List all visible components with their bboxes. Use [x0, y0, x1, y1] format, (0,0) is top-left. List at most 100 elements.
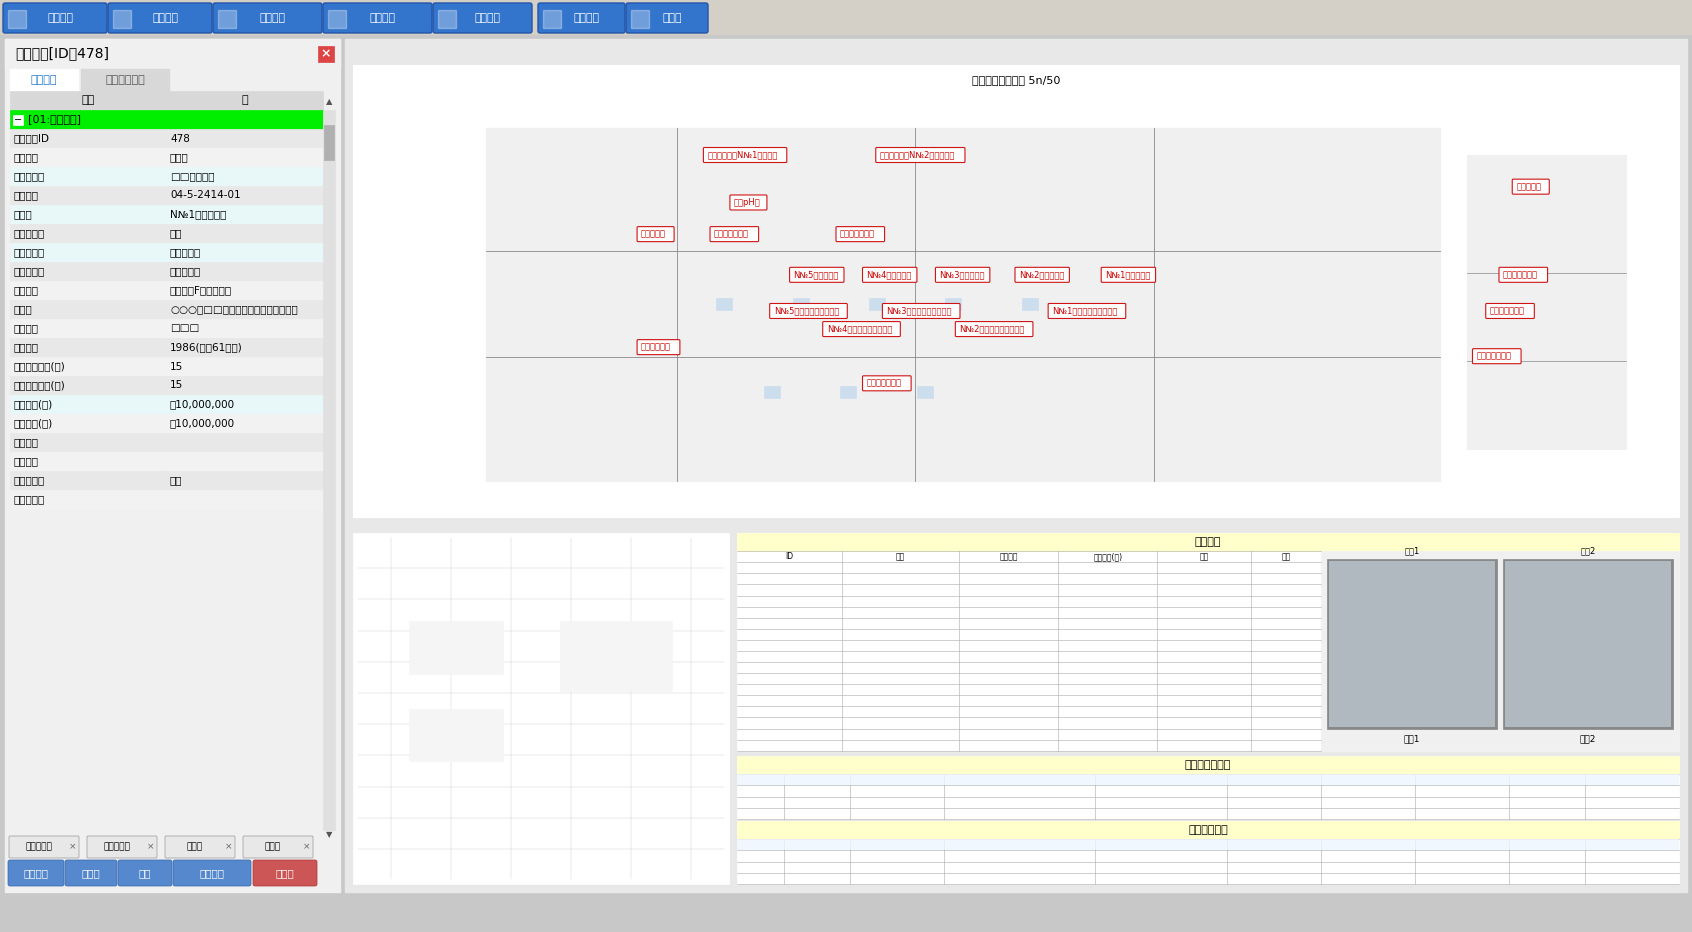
- Bar: [81, 69, 169, 91]
- Text: 水道設備: 水道設備: [30, 75, 58, 85]
- Bar: [10, 262, 166, 281]
- Text: 1986(昭和61年度): 1986(昭和61年度): [169, 342, 242, 352]
- Text: 区分: 区分: [1200, 553, 1208, 561]
- Bar: [10, 281, 166, 300]
- Text: 設置業者(円): 設置業者(円): [1093, 553, 1122, 561]
- Text: ￥10,000,000: ￥10,000,000: [169, 418, 235, 429]
- Bar: [10, 319, 166, 338]
- FancyBboxPatch shape: [3, 3, 107, 33]
- Text: N№2配水ポンプ: N№2配水ポンプ: [1019, 270, 1064, 280]
- Text: 水道設備[ID＝478]: 水道設備[ID＝478]: [15, 46, 108, 60]
- Text: 設備削除: 設備削除: [152, 13, 178, 23]
- Text: 工事名: 工事名: [14, 305, 32, 314]
- Text: 施工年度: 施工年度: [14, 342, 39, 352]
- FancyBboxPatch shape: [166, 836, 235, 858]
- Text: 調査履歴: 調査履歴: [24, 868, 49, 878]
- Bar: [10, 490, 166, 509]
- Text: 法定耐用年数(年): 法定耐用年数(年): [14, 362, 66, 372]
- FancyBboxPatch shape: [711, 226, 758, 241]
- Text: ×: ×: [321, 48, 332, 61]
- Bar: [166, 129, 323, 148]
- Text: 配水pH計: 配水pH計: [734, 198, 761, 207]
- Bar: [5, 39, 340, 67]
- Bar: [10, 357, 166, 376]
- Bar: [10, 471, 166, 490]
- Bar: [765, 387, 780, 398]
- Text: 製造業者１: 製造業者１: [14, 475, 46, 486]
- Bar: [323, 110, 335, 830]
- Bar: [736, 839, 1678, 850]
- Text: 再表示: 再表示: [662, 13, 682, 23]
- FancyBboxPatch shape: [936, 267, 990, 282]
- Text: 製造年月: 製造年月: [14, 457, 39, 467]
- Text: 写真2: 写真2: [1580, 547, 1596, 555]
- Text: 配水ポンプ用N№2真空ポンプ: 配水ポンプ用N№2真空ポンプ: [880, 150, 956, 159]
- Text: 絵図１: 絵図１: [186, 843, 203, 852]
- Bar: [10, 395, 166, 414]
- Text: 定期証り台帳２: 定期証り台帳２: [1184, 761, 1232, 770]
- Text: □□配水場１: □□配水場１: [169, 171, 215, 182]
- Text: 更新費用(円): 更新費用(円): [14, 418, 52, 429]
- Text: 配水圧力計: 配水圧力計: [641, 229, 667, 239]
- Bar: [328, 10, 345, 28]
- Text: 製造番号: 製造番号: [14, 437, 39, 447]
- FancyBboxPatch shape: [64, 860, 117, 886]
- Text: 水道設備ID: 水道設備ID: [14, 133, 51, 144]
- Bar: [166, 167, 323, 186]
- Text: ×: ×: [225, 843, 233, 852]
- Bar: [736, 821, 1678, 839]
- FancyBboxPatch shape: [836, 226, 885, 241]
- Text: 管理棟１F　ポンプ室: 管理棟１F ポンプ室: [169, 285, 232, 295]
- Bar: [0, 0, 1692, 34]
- FancyBboxPatch shape: [729, 195, 766, 210]
- Text: 値: 値: [242, 95, 247, 105]
- FancyBboxPatch shape: [1015, 267, 1069, 282]
- Bar: [560, 621, 672, 691]
- Text: ￥10,000,000: ￥10,000,000: [169, 400, 235, 409]
- Text: 15: 15: [169, 362, 183, 372]
- Text: 単位: 単位: [1281, 553, 1291, 561]
- FancyBboxPatch shape: [876, 147, 964, 162]
- Text: 設備名: 設備名: [14, 210, 32, 220]
- Bar: [10, 300, 166, 319]
- Text: N№4配水ポンプ用電動弁: N№4配水ポンプ用電動弁: [827, 324, 892, 334]
- Text: 帳票: 帳票: [139, 868, 151, 878]
- Text: 日立: 日立: [169, 475, 183, 486]
- FancyBboxPatch shape: [1101, 267, 1156, 282]
- Bar: [166, 471, 323, 490]
- Bar: [736, 821, 1678, 884]
- Text: 設置費用(円): 設置費用(円): [14, 400, 52, 409]
- Bar: [166, 338, 323, 357]
- Text: ○○○～□□淡・配水場電気計装設備工: ○○○～□□淡・配水場電気計装設備工: [169, 305, 298, 314]
- Text: 発電機用控制盤: 発電機用控制盤: [1489, 307, 1524, 315]
- Text: 目標耐用年数(年): 目標耐用年数(年): [14, 380, 66, 391]
- Text: 稼働状況: 稼働状況: [14, 153, 39, 162]
- Bar: [113, 10, 130, 28]
- Bar: [166, 91, 323, 110]
- Text: 維持管理台帳: 維持管理台帳: [105, 75, 146, 85]
- FancyBboxPatch shape: [538, 3, 624, 33]
- Text: 配水流量定制計: 配水流量定制計: [714, 229, 750, 239]
- Bar: [166, 300, 323, 319]
- Bar: [438, 10, 457, 28]
- Text: 定期証り台帳: 定期証り台帳: [1188, 825, 1228, 835]
- Bar: [323, 125, 333, 160]
- Text: 全体表示: 全体表示: [574, 13, 599, 23]
- Bar: [10, 69, 78, 91]
- Bar: [8, 10, 25, 28]
- Text: 種別: 種別: [895, 553, 905, 561]
- Bar: [166, 490, 323, 509]
- Text: 設備登録: 設備登録: [47, 13, 73, 23]
- Text: N№1配水ポンプ用電動弁: N№1配水ポンプ用電動弁: [1052, 307, 1117, 315]
- Bar: [166, 186, 323, 205]
- Text: ポンプ室現場盤: ポンプ室現場盤: [866, 378, 902, 388]
- Text: 図面差替: 図面差替: [474, 13, 501, 23]
- Text: ×: ×: [303, 843, 311, 852]
- Bar: [1328, 561, 1496, 727]
- FancyBboxPatch shape: [863, 267, 917, 282]
- Text: 発電機用換気盤: 発電機用換気盤: [1477, 351, 1511, 361]
- Text: 水道施設名: 水道施設名: [14, 171, 46, 182]
- Text: □□□: □□□: [169, 323, 200, 334]
- FancyBboxPatch shape: [704, 147, 787, 162]
- Bar: [1467, 155, 1626, 449]
